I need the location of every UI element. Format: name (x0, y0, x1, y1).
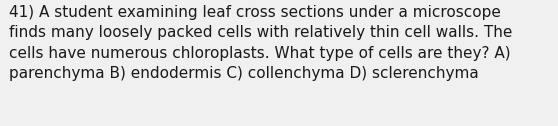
Text: 41) A student examining leaf cross sections under a microscope
finds many loosel: 41) A student examining leaf cross secti… (9, 5, 512, 81)
